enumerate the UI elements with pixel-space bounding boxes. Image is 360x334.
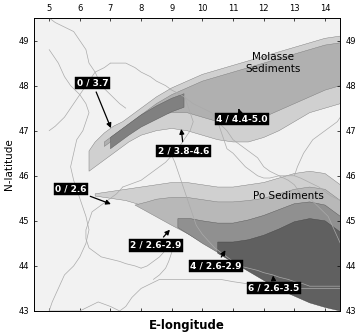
Polygon shape	[135, 187, 340, 309]
Polygon shape	[104, 43, 340, 147]
Polygon shape	[111, 94, 184, 149]
Text: 0 / 3.7: 0 / 3.7	[77, 78, 111, 127]
Text: Po Sediments: Po Sediments	[253, 191, 324, 201]
Text: 2 / 3.8-4.6: 2 / 3.8-4.6	[158, 130, 209, 155]
Text: E-longitude: E-longitude	[149, 319, 225, 332]
Y-axis label: N-latitude: N-latitude	[4, 139, 14, 190]
Polygon shape	[178, 202, 340, 310]
Text: 2 / 2.6-2.9: 2 / 2.6-2.9	[130, 231, 182, 250]
Text: Molasse
Sediments: Molasse Sediments	[245, 52, 301, 74]
Polygon shape	[89, 36, 340, 171]
Text: 4 / 4.4-5.0: 4 / 4.4-5.0	[216, 110, 268, 124]
Text: 4 / 2.6-2.9: 4 / 2.6-2.9	[190, 252, 242, 270]
Text: 0 / 2.6: 0 / 2.6	[55, 185, 109, 204]
Polygon shape	[95, 171, 340, 307]
Polygon shape	[218, 218, 340, 311]
Text: 6 / 2.6-3.5: 6 / 2.6-3.5	[248, 277, 300, 293]
